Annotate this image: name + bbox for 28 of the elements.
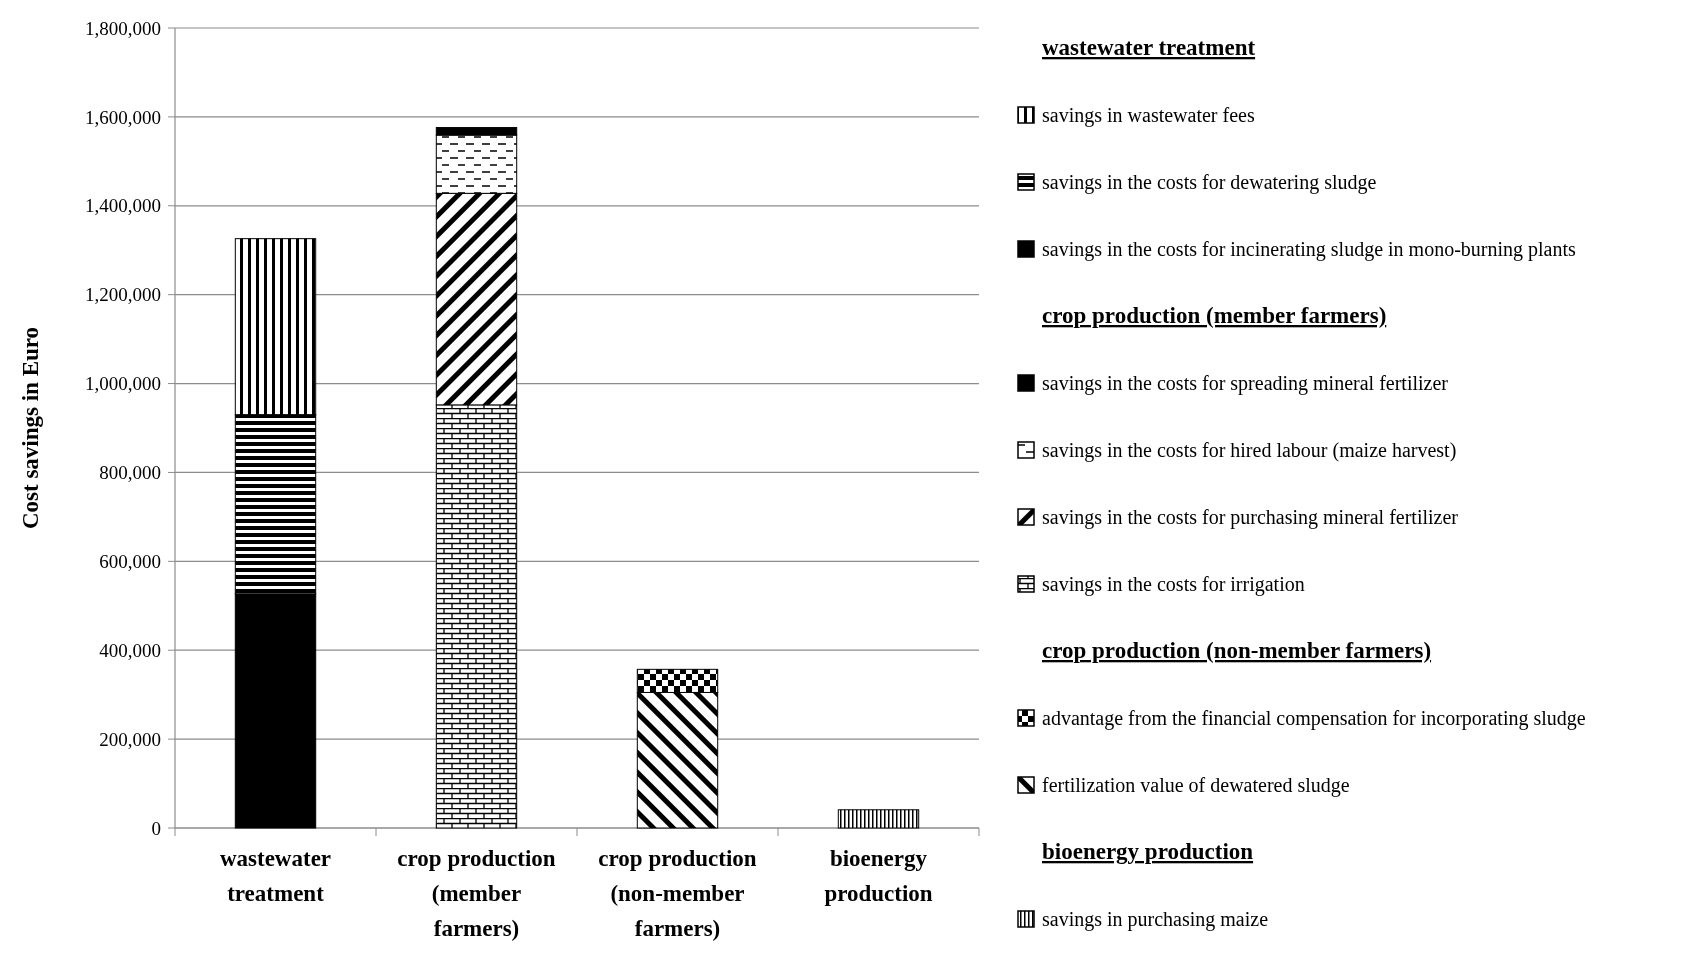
y-tick-label: 1,000,000 xyxy=(85,373,161,395)
legend-label: savings in wastewater fees xyxy=(1042,104,1255,127)
y-tick-label: 1,400,000 xyxy=(85,195,161,217)
x-tick-label: crop production (member farmers) xyxy=(397,846,556,941)
y-tick-label: 0 xyxy=(151,817,161,839)
legend-label: savings in the costs for spreading mineral fertilizer xyxy=(1042,372,1449,395)
y-tick-label: 800,000 xyxy=(99,462,161,484)
text: wastewater treatment xyxy=(1042,35,1256,60)
legend-label: fertilization value of dewatered sludge xyxy=(1042,774,1350,797)
y-tick-label: 1,600,000 xyxy=(85,106,161,128)
legend-label: advantage from the financial compensation for incorporating sludge xyxy=(1042,707,1586,730)
y-tick-label: 400,000 xyxy=(99,639,161,661)
x-tick-label: crop production (non-member farmers) xyxy=(598,846,757,941)
legend-label: savings in purchasing maize xyxy=(1042,908,1269,931)
legend-label: savings in the costs for irrigation xyxy=(1042,573,1305,596)
text: crop production (member farmers) xyxy=(1042,303,1387,328)
legend-label: savings in the costs for incinerating sludge in mono-burning plants xyxy=(1042,238,1577,261)
x-tick-label: bioenergy production xyxy=(824,846,933,906)
y-tick-label: 1,800,000 xyxy=(85,17,161,39)
y-tick-label: 200,000 xyxy=(99,728,161,750)
legend-label: savings in the costs for hired labour (maize harvest) xyxy=(1042,439,1457,462)
legend-label: savings in the costs for purchasing mineral fertilizer xyxy=(1042,506,1459,529)
y-tick-label: 1,200,000 xyxy=(85,284,161,306)
y-tick-label: 600,000 xyxy=(99,550,161,572)
y-axis-title: Cost savings in Euro xyxy=(18,326,43,530)
text: crop production (non-member farmers) xyxy=(1042,638,1432,663)
legend-label: savings in the costs for dewatering sludge xyxy=(1042,171,1377,194)
x-tick-label: wastewater treatment xyxy=(219,846,332,906)
